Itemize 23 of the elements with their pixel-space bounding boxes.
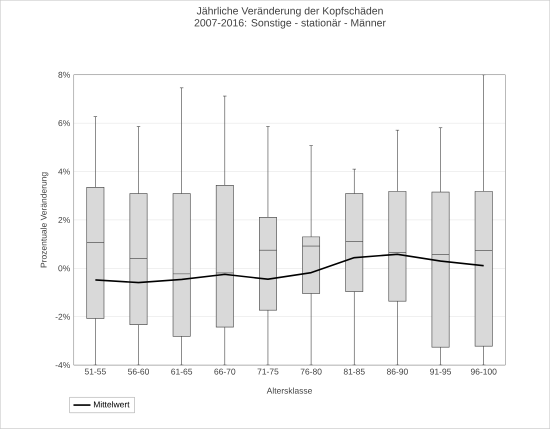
line-series	[94, 254, 484, 284]
x-axis-title: Altersklasse	[266, 388, 312, 394]
y-tick-label: 6%	[58, 120, 70, 126]
x-tick-label: 61-65	[171, 368, 192, 375]
y-tick-label: -2%	[56, 314, 70, 320]
x-tick-label: 71-75	[258, 368, 278, 375]
y-axis-title: Prozentuale Veränderung	[40, 172, 48, 268]
x-tick-label: 86-90	[386, 368, 408, 375]
x-tick-label: 56-60	[128, 368, 150, 375]
chart-title: Jährliche Veränderung der Kopfschäden	[196, 6, 383, 17]
legend-label: Mittelwert	[94, 401, 130, 408]
x-tick-label: 76-80	[300, 368, 322, 375]
y-tick-label: 8%	[58, 72, 70, 78]
y-tick-label: 0%	[58, 265, 70, 272]
y-tick-label: 2%	[58, 217, 70, 223]
x-tick-label: 96-100	[470, 368, 497, 375]
x-tick-label: 66-70	[214, 368, 236, 375]
x-tick-label: 81-85	[344, 368, 365, 375]
y-tick-label: 4%	[58, 168, 70, 175]
chart-subtitle: 2007-2016: Sonstige - stationär - Männer	[194, 18, 386, 29]
x-tick-label: 91-95	[430, 368, 452, 375]
x-tick-label: 51-55	[84, 368, 106, 375]
y-tick-label: -4%	[56, 362, 70, 368]
